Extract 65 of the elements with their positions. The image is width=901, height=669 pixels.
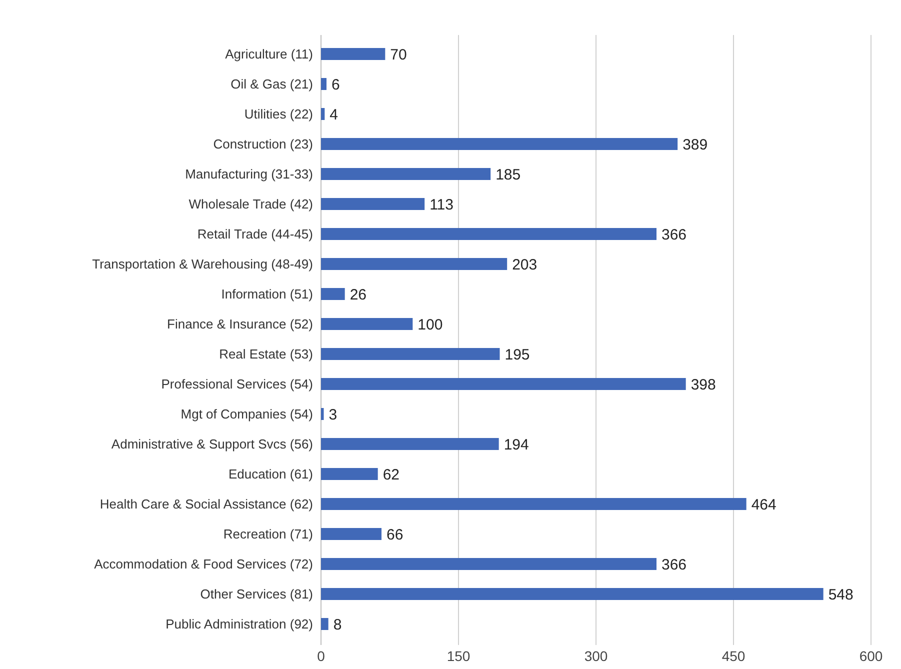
data-label: 66: [386, 526, 404, 544]
data-label: 548: [828, 586, 854, 604]
data-label: 194: [504, 436, 529, 454]
y-tick-label: Retail Trade (44-45): [197, 226, 313, 242]
bar: [321, 348, 500, 360]
x-tick-label: 600: [859, 648, 883, 664]
y-tick-label: Construction (23): [213, 136, 313, 152]
data-label: 203: [512, 256, 538, 274]
bar: [321, 168, 491, 180]
bar: [321, 378, 686, 390]
y-tick-label: Accommodation & Food Services (72): [94, 556, 313, 572]
bar: [321, 198, 425, 210]
bar: [321, 588, 824, 600]
data-label: 100: [418, 316, 443, 334]
y-tick-label: Oil & Gas (21): [230, 76, 313, 92]
y-tick-label: Finance & Insurance (52): [167, 316, 313, 332]
bar: [321, 228, 656, 240]
y-tick-label: Manufacturing (31-33): [185, 166, 313, 182]
bar: [321, 558, 656, 570]
data-label: 195: [504, 346, 530, 364]
data-label: 8: [333, 616, 342, 634]
data-label: 185: [496, 166, 521, 184]
y-tick-label: Transportation & Warehousing (48-49): [92, 256, 313, 272]
data-label: 4: [330, 106, 338, 124]
y-tick-label: Recreation (71): [223, 526, 313, 542]
y-tick-label: Professional Services (54): [161, 376, 313, 392]
bar: [321, 498, 746, 510]
y-tick-label: Wholesale Trade (42): [188, 196, 313, 212]
data-label: 26: [350, 286, 367, 304]
data-label: 366: [662, 556, 687, 574]
bar: [321, 48, 386, 60]
bar: [321, 468, 378, 480]
y-tick-label: Public Administration (92): [166, 616, 313, 632]
data-label: 113: [430, 196, 454, 214]
bar: [321, 288, 345, 300]
x-tick-label: 450: [722, 648, 746, 664]
data-label: 70: [390, 46, 407, 64]
data-label: 464: [751, 496, 776, 514]
y-tick-label: Health Care & Social Assistance (62): [100, 496, 313, 512]
data-label: 366: [662, 226, 687, 244]
y-tick-label: Mgt of Companies (54): [180, 406, 313, 422]
x-tick-label: 300: [584, 648, 608, 664]
x-tick-label: 0: [317, 648, 326, 664]
bar: [321, 138, 678, 150]
bar: [321, 78, 326, 90]
y-tick-label: Information (51): [221, 286, 313, 302]
data-label: 62: [382, 466, 400, 484]
y-tick-label: Other Services (81): [200, 586, 313, 602]
bar: [321, 318, 413, 330]
bar: [321, 258, 508, 270]
bar: [321, 618, 328, 630]
bar: [321, 528, 382, 540]
y-tick-label: Utilities (22): [244, 106, 313, 122]
y-tick-label: Administrative & Support Svcs (56): [111, 436, 313, 452]
data-label: 389: [682, 136, 708, 154]
y-tick-label: Real Estate (53): [219, 346, 313, 362]
data-label: 6: [332, 76, 340, 94]
bar: [321, 108, 325, 120]
bar: [321, 408, 324, 420]
x-tick-label: 150: [446, 648, 470, 664]
data-label: 3: [328, 406, 338, 424]
data-label: 398: [690, 376, 716, 394]
y-tick-label: Education (61): [228, 466, 313, 482]
bar: [321, 438, 499, 450]
y-tick-label: Agriculture (11): [225, 46, 313, 62]
